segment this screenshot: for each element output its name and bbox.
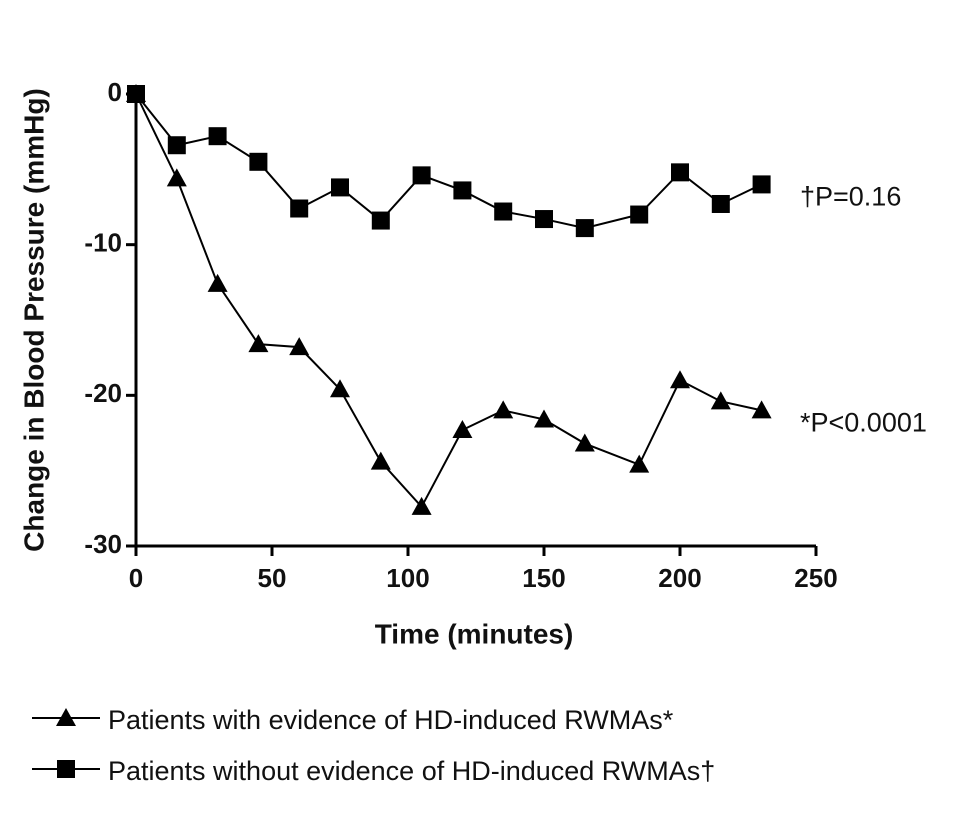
x-tick-label: 150 (522, 563, 565, 593)
x-tick-label: 50 (258, 563, 287, 593)
triangle-marker (166, 168, 187, 187)
series-line (135, 93, 763, 230)
y-tick-label: -20 (84, 378, 122, 408)
triangle-marker (751, 400, 772, 419)
square-marker (575, 219, 594, 238)
square-marker (127, 85, 145, 103)
square-marker (711, 194, 730, 213)
y-tick-label: -30 (84, 529, 122, 559)
annotation: *P<0.0001 (800, 408, 927, 438)
square-marker (752, 175, 771, 194)
x-axis-label: Time (minutes) (375, 618, 574, 649)
triangle-marker (330, 379, 350, 398)
x-tick-label: 250 (794, 563, 837, 593)
y-tick-label: 0 (108, 77, 122, 107)
x-tick-label: 100 (386, 563, 429, 593)
triangle-marker (370, 451, 391, 470)
triangle-marker (574, 433, 595, 452)
square-marker (412, 166, 431, 185)
triangle-marker (207, 273, 228, 292)
square-marker (630, 205, 649, 224)
y-tick-label: -10 (84, 228, 122, 258)
triangle-marker (289, 337, 310, 356)
series-line (135, 93, 762, 509)
triangle-marker (629, 454, 650, 473)
legend-label: Patients without evidence of HD-induced … (108, 756, 715, 786)
legend-label: Patients with evidence of HD-induced RWM… (108, 705, 674, 735)
triangle-marker (670, 370, 690, 389)
x-tick-label: 200 (658, 563, 701, 593)
x-tick-label: 0 (129, 563, 143, 593)
square-marker (249, 152, 268, 171)
triangle-marker (56, 708, 76, 726)
square-marker (208, 127, 227, 146)
square-marker (290, 199, 309, 218)
triangle-marker (534, 409, 554, 428)
square-marker (453, 181, 472, 200)
square-marker (331, 178, 349, 197)
triangle-marker (248, 334, 269, 353)
annotation: †P=0.16 (800, 182, 901, 212)
square-marker (57, 760, 75, 778)
triangle-marker (710, 391, 731, 410)
y-axis-label: Change in Blood Pressure (mmHg) (18, 88, 49, 552)
triangle-marker (411, 496, 432, 515)
square-marker (371, 211, 390, 230)
triangle-marker (493, 400, 514, 419)
triangle-marker (452, 419, 473, 438)
square-marker (494, 202, 513, 221)
square-marker (535, 210, 553, 229)
square-marker (671, 163, 689, 182)
square-marker (167, 136, 186, 155)
